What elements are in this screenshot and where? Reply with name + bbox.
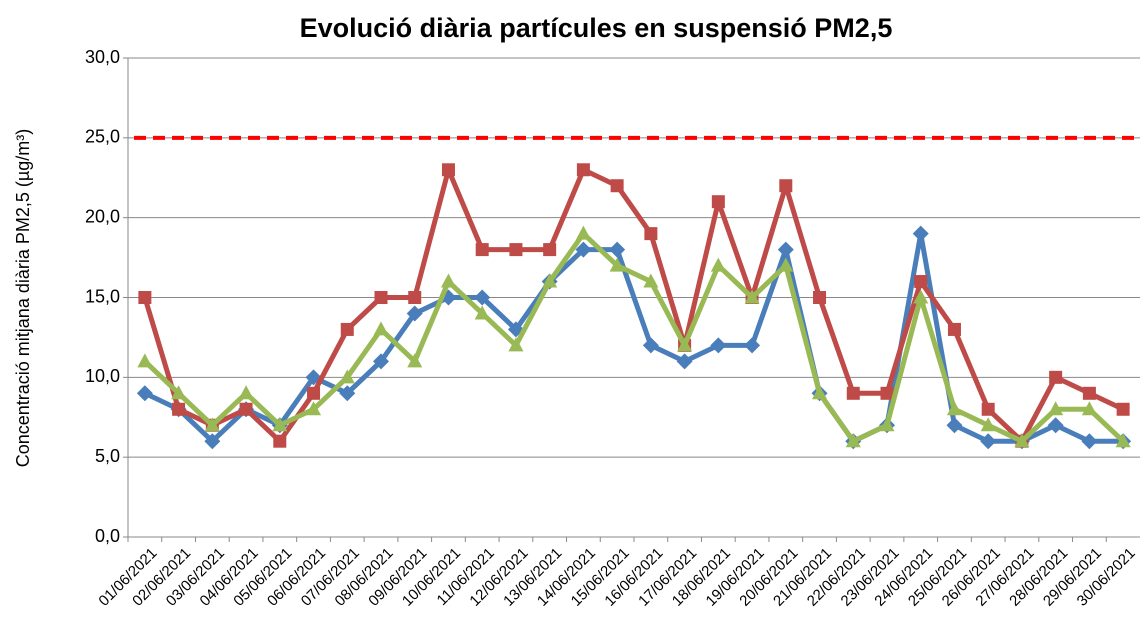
point-marker [542,273,558,288]
point-marker [946,401,962,416]
point-marker [474,289,491,306]
point-marker [744,289,760,304]
point-marker [609,257,625,272]
point-marker [981,402,995,416]
point-marker [339,369,355,384]
point-marker [914,275,928,289]
point-marker [373,321,389,336]
y-tick-label: 15,0 [85,286,120,306]
point-marker [779,179,793,193]
point-marker [913,289,929,304]
point-marker [138,291,152,304]
y-tick-label: 20,0 [85,206,120,226]
point-marker [440,273,456,288]
point-marker [947,322,961,336]
point-marker [1116,402,1130,416]
point-marker [980,433,997,450]
point-marker [543,243,557,257]
point-marker [508,337,524,352]
point-marker [677,337,693,352]
point-marker [1081,433,1098,450]
point-marker [406,305,423,322]
y-tick-label: 30,0 [85,47,120,67]
point-marker [238,385,254,400]
point-marker [204,417,220,432]
point-marker [676,353,693,370]
y-tick-label: 10,0 [85,366,120,386]
point-marker [475,243,489,257]
point-marker [642,337,659,354]
point-marker [1047,417,1064,434]
series-line [142,167,1125,444]
series-line [143,231,1124,444]
point-marker [509,243,523,257]
point-marker [813,291,827,304]
point-marker [980,417,996,432]
point-marker [912,225,929,242]
point-marker [710,257,726,272]
point-marker [172,402,186,416]
y-tick-label: 0,0 [95,526,120,546]
point-marker [1014,433,1030,448]
point-marker [610,179,624,193]
point-marker [711,195,725,209]
point-marker [1081,401,1097,416]
point-marker [441,163,455,177]
point-marker [1049,370,1063,384]
point-marker [710,337,727,354]
y-tick-label: 25,0 [85,127,120,147]
point-marker [1082,386,1096,400]
point-marker [845,433,861,448]
point-marker [575,241,592,258]
point-marker [171,385,187,400]
point-marker [1048,401,1064,416]
point-marker [239,402,253,416]
point-marker [744,337,761,354]
point-marker [306,401,322,416]
point-marker [340,322,354,336]
point-marker [643,273,659,288]
point-marker [576,163,590,177]
point-marker [879,417,895,432]
point-marker [609,241,626,258]
point-marker [946,417,963,434]
point-marker [137,353,153,368]
y-axis-label: Concentració mitjana diària PM2,5 (µg/m³… [13,129,33,468]
point-marker [136,385,153,402]
point-marker [307,386,321,400]
chart-title: Evolució diària partícules en suspensió … [300,13,893,43]
point-marker [408,291,422,304]
point-marker [644,227,658,241]
y-tick-label: 5,0 [95,446,120,466]
point-marker [374,291,388,304]
point-marker [407,353,423,368]
point-marker [204,433,221,450]
point-marker [1115,433,1131,448]
point-marker [373,353,389,370]
point-marker [272,417,288,432]
point-marker [273,434,287,448]
point-marker [778,257,794,272]
point-marker [575,225,591,240]
point-marker [339,385,356,402]
point-marker [812,385,828,400]
point-marker [880,386,894,400]
point-marker [474,305,490,320]
point-marker [777,241,794,258]
point-marker [846,386,860,400]
